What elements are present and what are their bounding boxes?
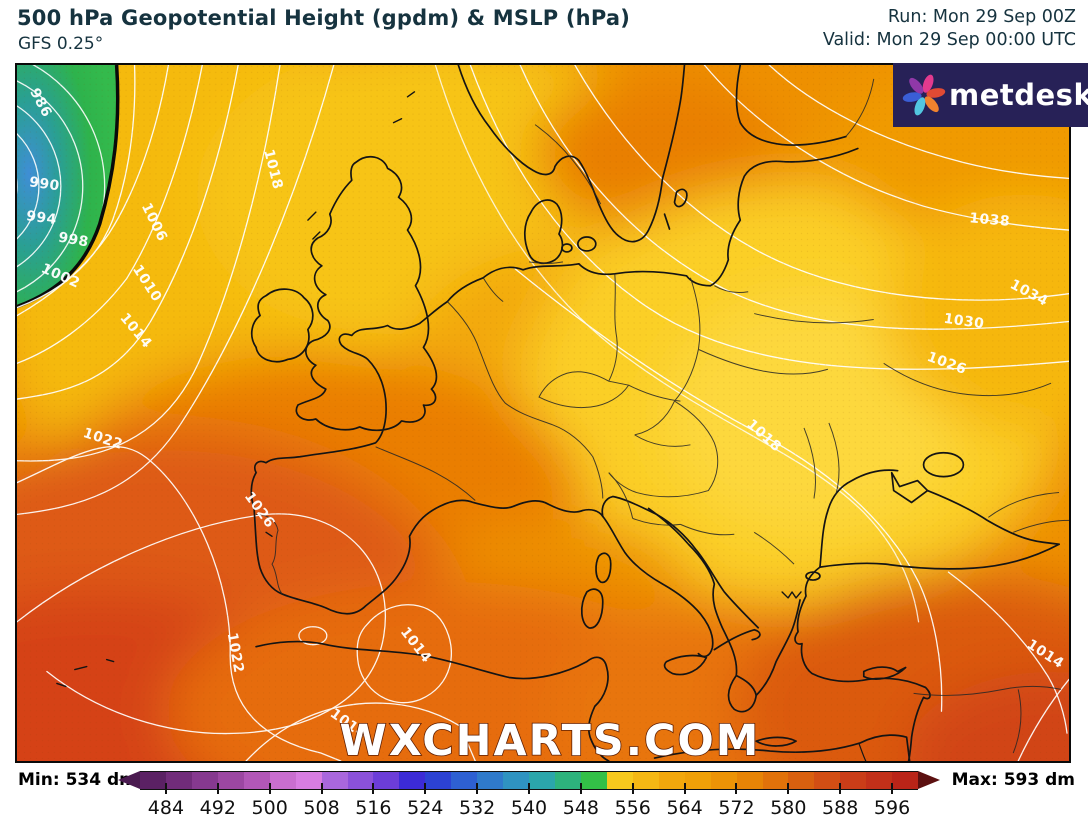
colorbar [118, 771, 940, 794]
colorbar-tick-label: 556 [614, 797, 651, 819]
colorbar-tick-label: 500 [251, 797, 288, 819]
colorbar-tick-label: 548 [562, 797, 599, 819]
colorbar-segment [140, 772, 166, 789]
valid-time: Valid: Mon 29 Sep 00:00 UTC [822, 30, 1076, 50]
isobar-label: 1030 [943, 311, 986, 332]
page-title: 500 hPa Geopotential Height (gpdm) & MSL… [17, 6, 631, 30]
colorbar-segment [580, 772, 607, 789]
colorbar-segment [866, 772, 893, 789]
colorbar-tick [839, 783, 842, 794]
colorbar-tick-label: 508 [303, 797, 340, 819]
colorbar-tick [268, 783, 271, 794]
flower-petal [922, 74, 934, 93]
flower-petal [914, 97, 926, 116]
metdesk-flower-icon [902, 74, 946, 116]
colorbar-segment [658, 772, 685, 789]
flower-petal [924, 96, 939, 113]
colorbar-tick-label: 492 [199, 797, 236, 819]
colorbar-tick-label: 532 [458, 797, 496, 819]
colorbar-tick [528, 783, 530, 794]
colorbar-segment [892, 772, 919, 789]
isobar-label: 998 [57, 230, 90, 251]
colorbar-segment [503, 772, 530, 789]
colorbar-segment [788, 772, 815, 789]
colorbar-tick-label: 596 [873, 797, 911, 819]
colorbar-segment [762, 772, 789, 789]
colorbar-segment [347, 772, 374, 789]
colorbar-tick-label: 524 [407, 797, 444, 819]
map-area: 986 990 994 998 1002 1006 1010 1014 1018 1022 1026… [15, 63, 1071, 763]
colorbar-segment [840, 772, 867, 789]
legend-arrow-right [918, 771, 940, 789]
legend-max-label: Max: 593 dm [951, 770, 1075, 790]
colorbar-tick [631, 783, 634, 794]
colorbar-tick [891, 783, 894, 794]
colorbar-tick-label: 588 [822, 797, 859, 819]
legend-arrow-left [118, 771, 140, 789]
metdesk-logo: metdesk [893, 63, 1088, 127]
colorbar-tick-label: 580 [770, 797, 807, 819]
flower-petal [909, 77, 924, 94]
colorbar-segment [606, 772, 633, 789]
colorbar-segment [710, 772, 737, 789]
colorbar-body [140, 771, 919, 794]
colorbar-tick [320, 783, 323, 794]
colorbar-segment [217, 772, 244, 789]
colorbar-tick-label: 516 [355, 797, 392, 819]
colorbar-tick [164, 783, 167, 794]
isobar-label: 990 [28, 174, 61, 194]
colorbar-segment [684, 772, 711, 789]
run-time: Run: Mon 29 Sep 00Z [887, 7, 1076, 27]
dither-texture [17, 65, 1069, 761]
colorbar-segment [191, 772, 218, 789]
legend-min-label: Min: 534 dm [18, 770, 137, 790]
colorbar-segment [295, 772, 322, 789]
colorbar-tick [579, 783, 582, 794]
model-subtitle: GFS 0.25° [18, 34, 104, 54]
colorbar-segment [243, 772, 270, 789]
colorbar-tick-label: 572 [718, 797, 755, 819]
colorbar-tick [683, 783, 686, 794]
colorbar-tick [216, 783, 219, 794]
wxcharts-watermark: WXCHARTS.COM [340, 716, 761, 761]
colorbar-segment [399, 772, 426, 789]
isobar-label: 1038 [969, 210, 1011, 229]
colorbar-segment [477, 772, 504, 789]
metdesk-logo-text: metdesk [949, 78, 1088, 112]
colorbar-segment [555, 772, 581, 789]
colorbar-tick [424, 783, 427, 794]
colorbar-segment [425, 772, 452, 789]
colorbar-segment [529, 772, 555, 789]
colorbar-segment [269, 772, 296, 789]
isobar-label: 1022 [224, 631, 247, 674]
colorbar-tick [372, 783, 375, 794]
colorbar-tick [476, 783, 479, 794]
colorbar-segment [321, 772, 348, 789]
weather-map-svg: 9869909949981002100610101014101810221026… [17, 65, 1069, 761]
colorbar-tick-labels: 484 492 500 508 516 524 532 540 548 556 564 572 580 5… [140, 797, 918, 823]
isobar-label: 994 [25, 208, 58, 228]
colorbar-tick-label: 564 [666, 797, 703, 819]
colorbar-tick [735, 783, 738, 794]
colorbar-segment [165, 772, 192, 789]
colorbar-tick-label: 484 [147, 797, 185, 819]
colorbar-tick-label: 540 [510, 797, 548, 819]
colorbar-segment [736, 772, 763, 789]
colorbar-segment [373, 772, 400, 789]
flower-petal [926, 88, 946, 98]
colorbar-tick [787, 783, 790, 794]
colorbar-segment [632, 772, 659, 789]
colorbar-segment [814, 772, 841, 789]
flower-petal [902, 92, 922, 102]
colorbar-segment [451, 772, 478, 789]
